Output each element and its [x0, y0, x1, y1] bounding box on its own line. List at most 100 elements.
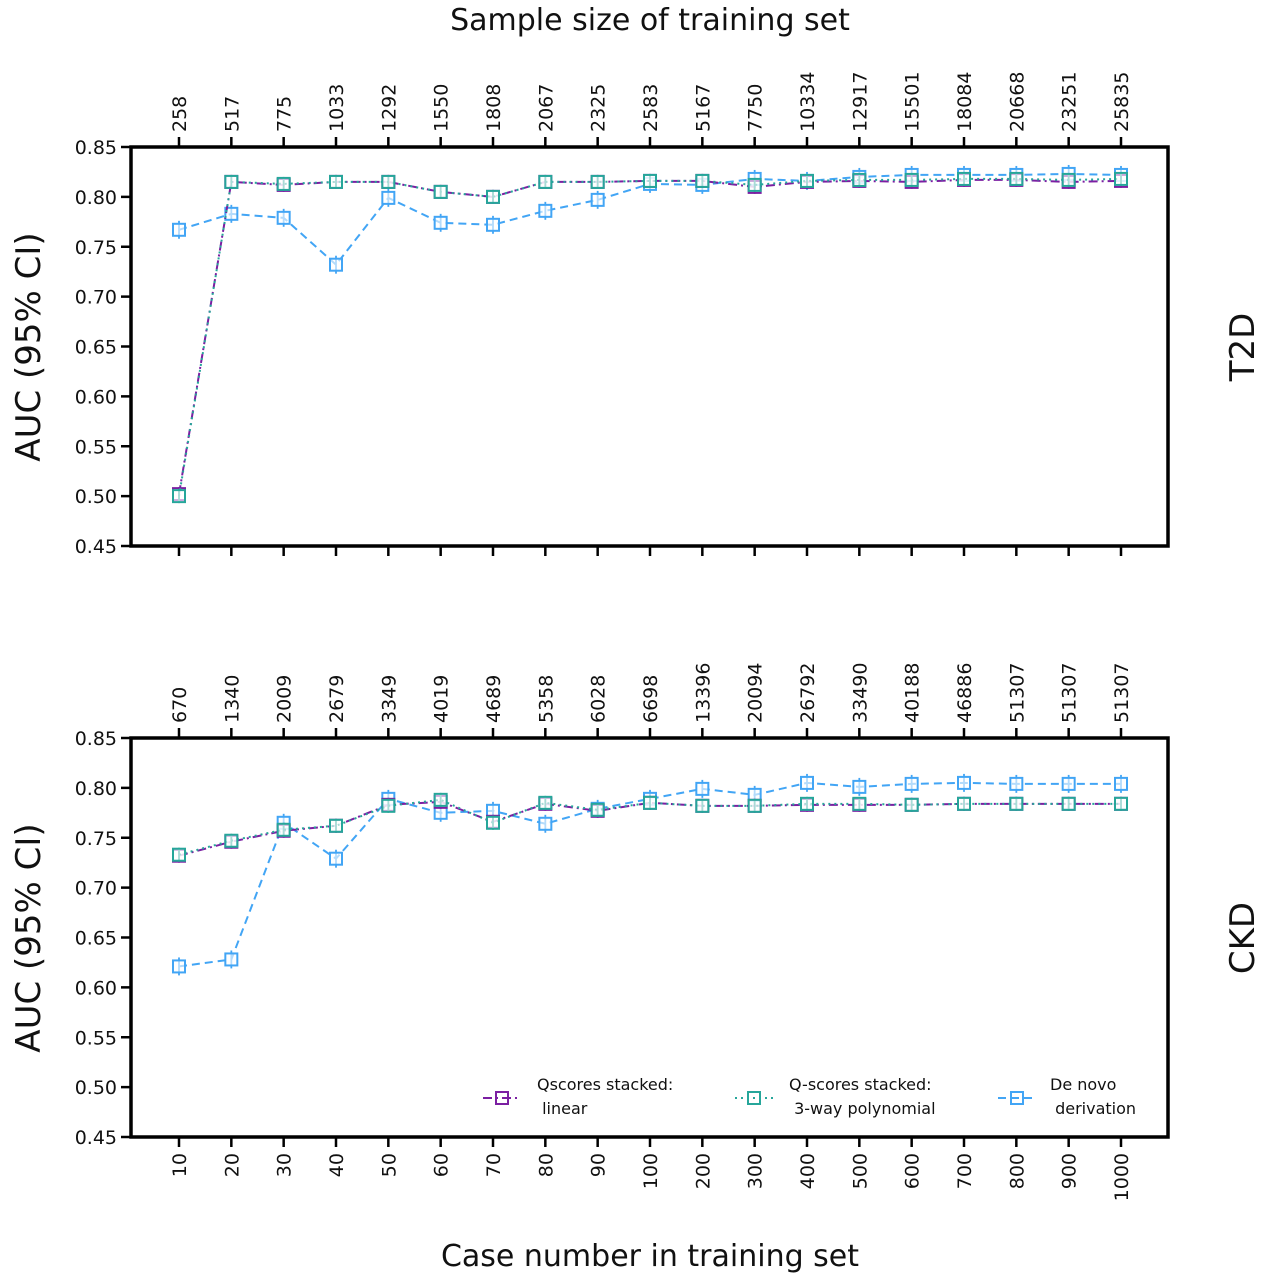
ckd-xtick-label: 40	[326, 1153, 348, 1177]
ckd-denovo-point	[800, 775, 814, 790]
ckd-xtick-label: 10	[169, 1153, 191, 1177]
t2d-top-tick-label: 15501	[902, 72, 924, 132]
t2d-poly-point	[1114, 171, 1128, 186]
t2d-top-tick-label: 10334	[797, 72, 819, 132]
t2d-denovo-point	[224, 206, 239, 221]
ckd-ytick-label: 0.50	[75, 1077, 117, 1099]
ckd-xtick-label: 20	[221, 1153, 243, 1177]
legend: Qscores stacked: linear Q-scores stacked…	[483, 1075, 1136, 1118]
legend-linear-marker	[495, 1091, 509, 1105]
ckd-denovo-point	[852, 779, 867, 794]
top-axis-title: Sample size of training set	[450, 3, 850, 38]
ckd-denovo-point	[695, 781, 710, 796]
ckd-poly-point	[172, 847, 186, 862]
ckd-xtick-label: 50	[378, 1153, 400, 1177]
ckd-poly-point	[538, 795, 553, 810]
t2d-ytick-label: 0.50	[75, 486, 117, 508]
ckd-poly-point	[224, 833, 239, 848]
legend-poly-label-2: 3-way polynomial	[789, 1099, 936, 1118]
legend-item-linear: Qscores stacked: linear	[483, 1075, 673, 1118]
ckd-top-tick-label: 51307	[1059, 663, 1081, 723]
ckd-xtick-label: 700	[954, 1153, 976, 1189]
ckd-poly-point	[329, 818, 343, 833]
t2d-poly-point	[904, 172, 919, 187]
ckd-xtick-label: 900	[1059, 1153, 1081, 1189]
ckd-ytick-label: 0.80	[75, 778, 117, 800]
t2d-poly-point	[800, 173, 814, 188]
ckd-ytick-label: 0.75	[75, 828, 117, 850]
legend-poly-label-1: Q-scores stacked:	[789, 1075, 932, 1094]
ckd-poly-point	[957, 796, 971, 811]
ckd-ytick-label: 0.55	[75, 1027, 117, 1049]
t2d-poly-point	[852, 172, 867, 187]
ckd-poly-point	[747, 798, 762, 813]
t2d-ytick-label: 0.75	[75, 237, 117, 259]
legend-denovo-label-1: De novo	[1050, 1075, 1116, 1094]
t2d-plot-frame	[129, 145, 1170, 548]
legend-poly-marker	[747, 1091, 761, 1105]
t2d-ytick-label: 0.65	[75, 337, 117, 359]
t2d-top-tick-label: 1808	[483, 84, 505, 132]
ckd-denovo-point	[1061, 776, 1076, 791]
ckd-poly-point	[800, 796, 814, 811]
ckd-ytick-label: 0.60	[75, 977, 117, 999]
t2d-denovo-point	[433, 215, 448, 230]
ckd-ytick-label: 0.85	[75, 728, 117, 750]
t2d-top-tick-label: 20668	[1006, 72, 1028, 132]
ckd-denovo-line	[178, 781, 1121, 968]
t2d-ytick-label: 0.70	[75, 287, 117, 309]
legend-linear-label-2: linear	[537, 1099, 588, 1118]
t2d-ytick-label: 0.60	[75, 386, 117, 408]
ckd-ytick-label: 0.70	[75, 878, 117, 900]
ckd-xtick-label: 600	[902, 1153, 924, 1189]
ckd-top-tick-label: 6028	[588, 675, 610, 723]
ckd-denovo-point	[904, 776, 919, 791]
t2d-panel: AUC (95% CI) T2D 0.85 0.80 0.75 0.70 0.65 0.6…	[9, 72, 1261, 558]
t2d-top-tick-label: 12917	[849, 72, 871, 132]
ckd-panel-label: CKD	[1223, 902, 1261, 974]
t2d-poly-point	[590, 174, 605, 189]
t2d-top-tick-label: 517	[221, 96, 243, 132]
ckd-poly-point	[1114, 796, 1128, 811]
ckd-xtick-label: 100	[640, 1153, 662, 1189]
t2d-poly-point	[486, 189, 500, 204]
ckd-denovo-point	[224, 952, 239, 967]
ckd-xtick-label: 30	[274, 1153, 296, 1177]
ckd-top-tick-label: 13396	[692, 663, 714, 723]
t2d-top-tick-label: 1292	[378, 84, 400, 132]
ckd-poly-point	[381, 798, 396, 813]
ckd-xtick-label: 90	[588, 1153, 610, 1177]
ckd-poly-point	[590, 802, 605, 817]
ckd-denovo-point	[1114, 776, 1128, 791]
t2d-denovo-point	[590, 192, 605, 207]
t2d-panel-label: T2D	[1223, 313, 1261, 383]
ckd-denovo-point	[1009, 776, 1024, 791]
t2d-top-tick-label: 18084	[954, 72, 976, 132]
t2d-poly-point	[643, 173, 657, 188]
ckd-xtick-label: 200	[692, 1153, 714, 1189]
ckd-denovo-point	[538, 816, 553, 831]
ckd-xtick-label: 400	[797, 1153, 819, 1189]
t2d-top-tick-label: 5167	[692, 84, 714, 132]
t2d-ytick-label: 0.85	[75, 137, 117, 159]
ckd-linear-line	[178, 800, 1121, 857]
t2d-top-tick-label: 25835	[1111, 72, 1133, 132]
ckd-top-tick-label: 1340	[221, 675, 243, 723]
ckd-poly-point	[1061, 796, 1076, 811]
ckd-ylabel: AUC (95% CI)	[9, 823, 49, 1052]
ckd-denovo-point	[172, 959, 186, 974]
t2d-ytick-label: 0.80	[75, 187, 117, 209]
ckd-xtick-label: 70	[483, 1153, 505, 1177]
t2d-poly-point	[381, 174, 396, 189]
ckd-poly-point	[643, 795, 657, 810]
ckd-top-tick-label: 4019	[431, 675, 453, 723]
t2d-denovo-point	[486, 217, 500, 232]
legend-denovo-marker	[1010, 1091, 1024, 1105]
t2d-ylabel: AUC (95% CI)	[9, 232, 49, 461]
ckd-poly-point	[1009, 796, 1024, 811]
ckd-top-tick-label: 26792	[797, 663, 819, 723]
ckd-ytick-label: 0.65	[75, 928, 117, 950]
t2d-poly-point	[276, 176, 291, 191]
legend-item-poly: Q-scores stacked: 3-way polynomial	[735, 1075, 936, 1118]
